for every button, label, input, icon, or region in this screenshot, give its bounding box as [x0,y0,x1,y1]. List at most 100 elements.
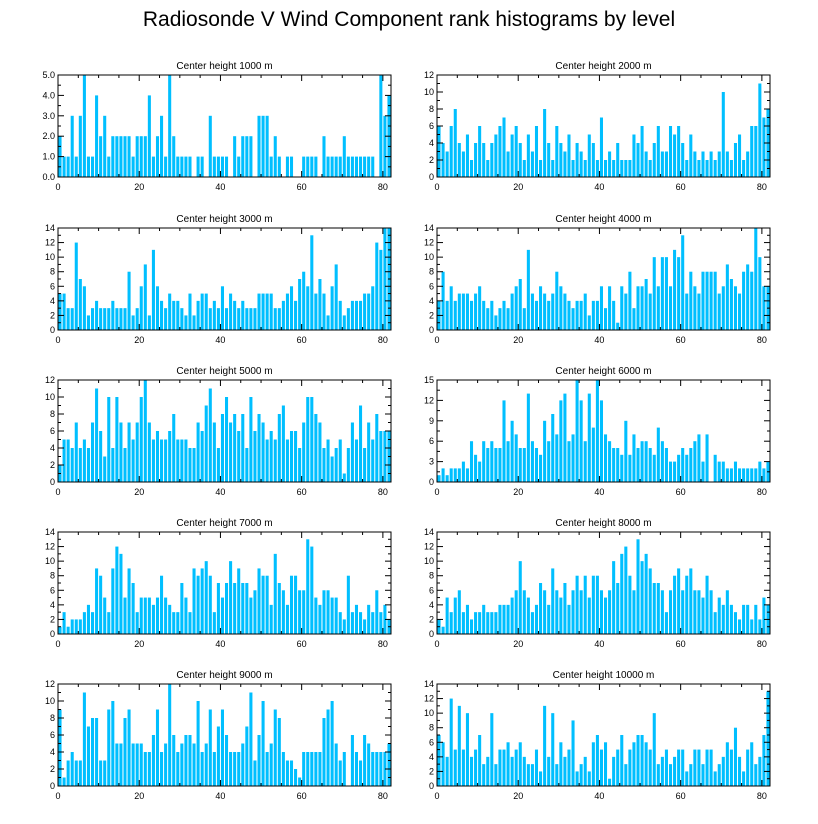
x-tick-label: 40 [594,639,604,649]
x-tick-label: 60 [297,182,307,192]
histogram-bar [624,160,628,177]
histogram-bar [229,561,233,634]
histogram-bar [208,388,212,482]
histogram-bar [738,619,742,634]
histogram-bar [111,136,115,177]
histogram-bar [530,293,534,330]
x-tick-label: 0 [434,335,439,345]
histogram-bar [298,448,302,482]
y-tick-label: 6 [50,585,55,595]
histogram-bar [245,448,249,482]
x-tick-label: 0 [55,791,60,801]
y-tick-label: 4.0 [42,90,55,100]
panel-title: Center height 7000 m [176,518,272,529]
histogram-bar [746,604,750,634]
histogram-bar [131,156,135,177]
histogram-bar [587,771,591,786]
histogram-bar [762,468,766,482]
histogram-bar [123,136,127,177]
histogram-bar [762,597,766,634]
histogram-bar [147,315,151,330]
x-tick-label: 20 [513,791,523,801]
histogram-bar [135,612,139,634]
histogram-bar [99,431,103,482]
histogram-bar [237,431,241,482]
histogram-bar [608,286,612,330]
histogram-bar [620,454,624,482]
histogram-bar [587,134,591,177]
histogram-bar [310,156,314,177]
histogram-bar [131,583,135,634]
histogram-bar [294,575,298,634]
histogram-bar [632,742,636,786]
histogram-bar [457,705,461,786]
histogram-bar [746,264,750,330]
y-tick-label: 2 [50,764,55,774]
histogram-bar [237,568,241,634]
histogram-bar [591,300,595,330]
histogram-bar [620,160,624,177]
histogram-bar [99,136,103,177]
histogram-bar [58,709,62,786]
histogram-bar [713,771,717,786]
histogram-bar [155,597,160,634]
y-tick-label: 8 [50,267,55,277]
histogram-bar [575,300,579,330]
histogram-bar [449,286,453,330]
y-tick-label: 4 [429,752,434,762]
histogram-bar [652,583,656,634]
x-tick-label: 40 [215,791,225,801]
histogram-bar [164,597,168,634]
histogram-bar [754,764,758,786]
histogram-bar [354,439,359,482]
histogram-bar [196,300,200,330]
histogram-bar [257,293,261,330]
histogram-bar [334,264,338,330]
histogram-bar [160,575,164,634]
histogram-bar [636,448,640,482]
y-tick-label: 8 [429,723,434,733]
histogram-bar [289,575,294,634]
histogram-bar [754,604,758,634]
histogram-bar [123,597,127,634]
histogram-bar [608,590,612,634]
histogram-bar [465,293,469,330]
histogram-bar [486,308,490,330]
histogram-bar [514,749,518,786]
histogram-bar [115,397,119,482]
histogram-bar [465,713,469,786]
histogram-bar [563,293,567,330]
y-tick-label: 6 [429,281,434,291]
histogram-bar [604,434,608,482]
histogram-bar [310,397,314,482]
histogram-bar [559,597,563,634]
y-tick-label: 0 [429,477,434,487]
histogram-bar [127,271,131,330]
x-tick-label: 40 [594,182,604,192]
histogram-bar [632,590,636,634]
histogram-bar [241,743,245,786]
histogram-bar [196,575,200,634]
histogram-bar [604,597,608,634]
y-tick-label: 12 [45,375,55,385]
histogram-bar [502,400,506,482]
histogram-bar [261,293,265,330]
histogram-bar [310,546,314,634]
histogram-bar [758,756,762,786]
x-tick-label: 60 [297,335,307,345]
y-tick-label: 2.0 [42,131,55,141]
histogram-bar [709,590,713,634]
histogram-bar [437,475,441,482]
histogram-bar [184,156,188,177]
histogram-bar [62,439,66,482]
histogram-bar [478,735,482,786]
histogram-bar [563,393,567,482]
histogram-bar [326,315,330,330]
histogram-bar [359,300,363,330]
histogram-bar [449,698,453,786]
y-tick-label: 2 [429,614,434,624]
histogram-bar [285,156,289,177]
histogram-bar [143,752,147,786]
histogram-bar [608,151,612,177]
histogram-panel-7: Center height 7000 m 0 20 40 60 80 0 2 4 6 8 10 12 14 [45,518,392,649]
